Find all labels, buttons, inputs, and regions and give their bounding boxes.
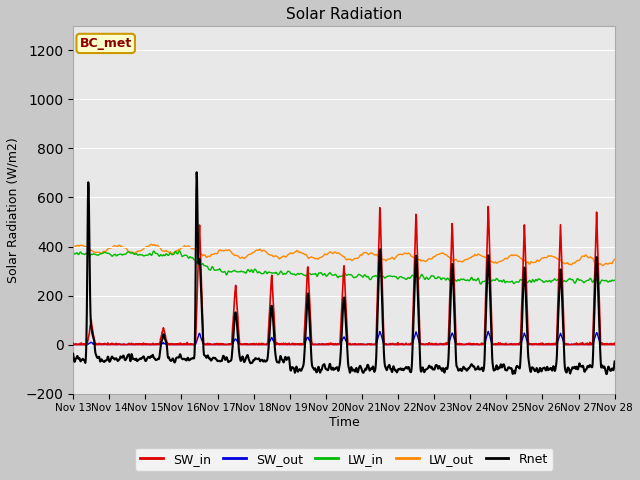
Legend: SW_in, SW_out, LW_in, LW_out, Rnet: SW_in, SW_out, LW_in, LW_out, Rnet xyxy=(135,448,552,471)
Title: Solar Radiation: Solar Radiation xyxy=(286,7,402,22)
X-axis label: Time: Time xyxy=(328,416,359,429)
Text: BC_met: BC_met xyxy=(79,37,132,50)
Y-axis label: Solar Radiation (W/m2): Solar Radiation (W/m2) xyxy=(7,137,20,283)
